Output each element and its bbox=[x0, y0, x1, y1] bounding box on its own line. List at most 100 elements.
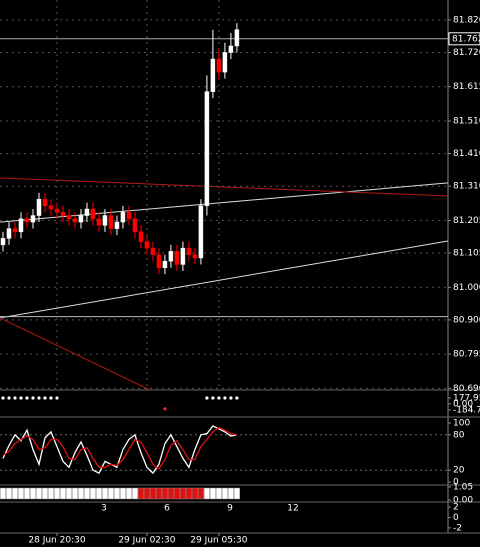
strip-block bbox=[143, 487, 150, 500]
strip-block bbox=[191, 487, 198, 500]
strip-block bbox=[101, 487, 109, 500]
candle-body bbox=[234, 29, 240, 47]
trendline bbox=[0, 317, 151, 391]
x-tick-label: 29 Jun 05:30 bbox=[190, 536, 247, 546]
x-tick-label: 29 Jun 02:30 bbox=[118, 536, 175, 546]
y-tick-label: 177.951 bbox=[453, 393, 480, 403]
candle-body bbox=[48, 205, 54, 210]
candle-body bbox=[198, 205, 204, 259]
strip-block bbox=[215, 487, 222, 500]
strip-block bbox=[161, 487, 168, 500]
strip-block bbox=[0, 487, 7, 500]
candle-body bbox=[6, 228, 12, 239]
candle-body bbox=[204, 91, 210, 207]
indicator-dot bbox=[49, 396, 53, 400]
y-tick-label: 1.05 bbox=[453, 483, 473, 493]
indicator-dot bbox=[223, 396, 227, 400]
candle-body bbox=[66, 215, 72, 220]
strip-block bbox=[53, 487, 61, 500]
candle-body bbox=[144, 241, 150, 249]
y-tick-label: 81.000 bbox=[453, 283, 480, 293]
indicator-dot bbox=[19, 396, 23, 400]
indicator-dot bbox=[55, 396, 59, 400]
indicator-dot bbox=[205, 396, 209, 400]
candle-body bbox=[96, 218, 102, 226]
candle-body bbox=[138, 231, 144, 242]
y-tick-label: 100 bbox=[453, 419, 470, 429]
strip-block bbox=[47, 487, 55, 500]
candle-body bbox=[60, 212, 66, 216]
y-tick-label: -2 bbox=[453, 523, 462, 533]
strip-block bbox=[35, 487, 43, 500]
y-tick-label: 2 bbox=[453, 503, 459, 513]
y-tick-label: 81.615 bbox=[453, 82, 480, 92]
candle-body bbox=[78, 215, 84, 223]
trendline bbox=[0, 240, 449, 319]
candle-body bbox=[84, 208, 90, 216]
strip-block bbox=[113, 487, 120, 500]
candle-body bbox=[174, 251, 180, 265]
strip-block bbox=[71, 487, 79, 500]
strip-block bbox=[185, 487, 192, 500]
strip-block bbox=[179, 487, 186, 500]
y-tick-label: 80.900 bbox=[453, 315, 480, 325]
y-tick-label: 81.410 bbox=[453, 149, 480, 159]
strip-block bbox=[137, 487, 144, 500]
candle-body bbox=[120, 212, 126, 223]
y-tick-label: -184.76 bbox=[453, 405, 480, 415]
y-tick-label: 81.510 bbox=[453, 116, 480, 126]
candle-body bbox=[192, 254, 198, 259]
candle-body bbox=[156, 254, 162, 268]
candle-body bbox=[54, 208, 60, 213]
strip-block bbox=[233, 487, 240, 500]
strip-block bbox=[5, 487, 13, 500]
last-price-box bbox=[448, 32, 480, 46]
bar-number: 9 bbox=[227, 504, 233, 514]
indicator-dot bbox=[7, 396, 11, 400]
indicator-dot bbox=[31, 396, 35, 400]
indicator-dot bbox=[235, 396, 239, 400]
indicator-dot bbox=[1, 396, 5, 400]
y-tick-label: 81.820 bbox=[453, 15, 480, 25]
indicator-dot bbox=[43, 396, 47, 400]
strip-block bbox=[77, 487, 85, 500]
indicator-dot bbox=[217, 396, 221, 400]
candle-body bbox=[222, 52, 228, 73]
candle-body bbox=[18, 218, 24, 233]
y-tick-label: 81.205 bbox=[453, 216, 480, 226]
y-tick-label: 81.720 bbox=[453, 48, 480, 58]
y-tick-label: 80.795 bbox=[453, 350, 480, 360]
candle-body bbox=[162, 260, 168, 268]
candle-body bbox=[30, 215, 36, 223]
candle-body bbox=[36, 198, 42, 216]
strip-block bbox=[197, 487, 204, 500]
strip-block bbox=[227, 487, 234, 500]
y-tick-label: 81.310 bbox=[453, 182, 480, 192]
strip-block bbox=[41, 487, 49, 500]
strip-block bbox=[221, 487, 228, 500]
candle-body bbox=[42, 198, 48, 207]
strip-block bbox=[29, 487, 37, 500]
strip-block bbox=[209, 487, 216, 500]
candle-body bbox=[24, 218, 30, 223]
x-tick-label: 28 Jun 20:30 bbox=[28, 536, 85, 546]
strip-block bbox=[167, 487, 174, 500]
strip-block bbox=[125, 487, 132, 500]
strip-block bbox=[23, 487, 31, 500]
indicator-line bbox=[2, 426, 238, 470]
candle-body bbox=[90, 208, 96, 220]
strip-block bbox=[89, 487, 97, 500]
indicator-line bbox=[2, 425, 238, 475]
strip-block bbox=[59, 487, 67, 500]
y-tick-label: 0 bbox=[453, 478, 459, 488]
candle-body bbox=[114, 221, 120, 229]
strip-block bbox=[119, 487, 126, 500]
y-tick-label: 80 bbox=[453, 430, 465, 440]
candle-body bbox=[12, 228, 18, 233]
strip-block bbox=[155, 487, 162, 500]
indicator-dot bbox=[163, 407, 167, 411]
indicator-dot bbox=[13, 396, 17, 400]
candle-body bbox=[108, 215, 114, 229]
strip-block bbox=[107, 487, 115, 500]
